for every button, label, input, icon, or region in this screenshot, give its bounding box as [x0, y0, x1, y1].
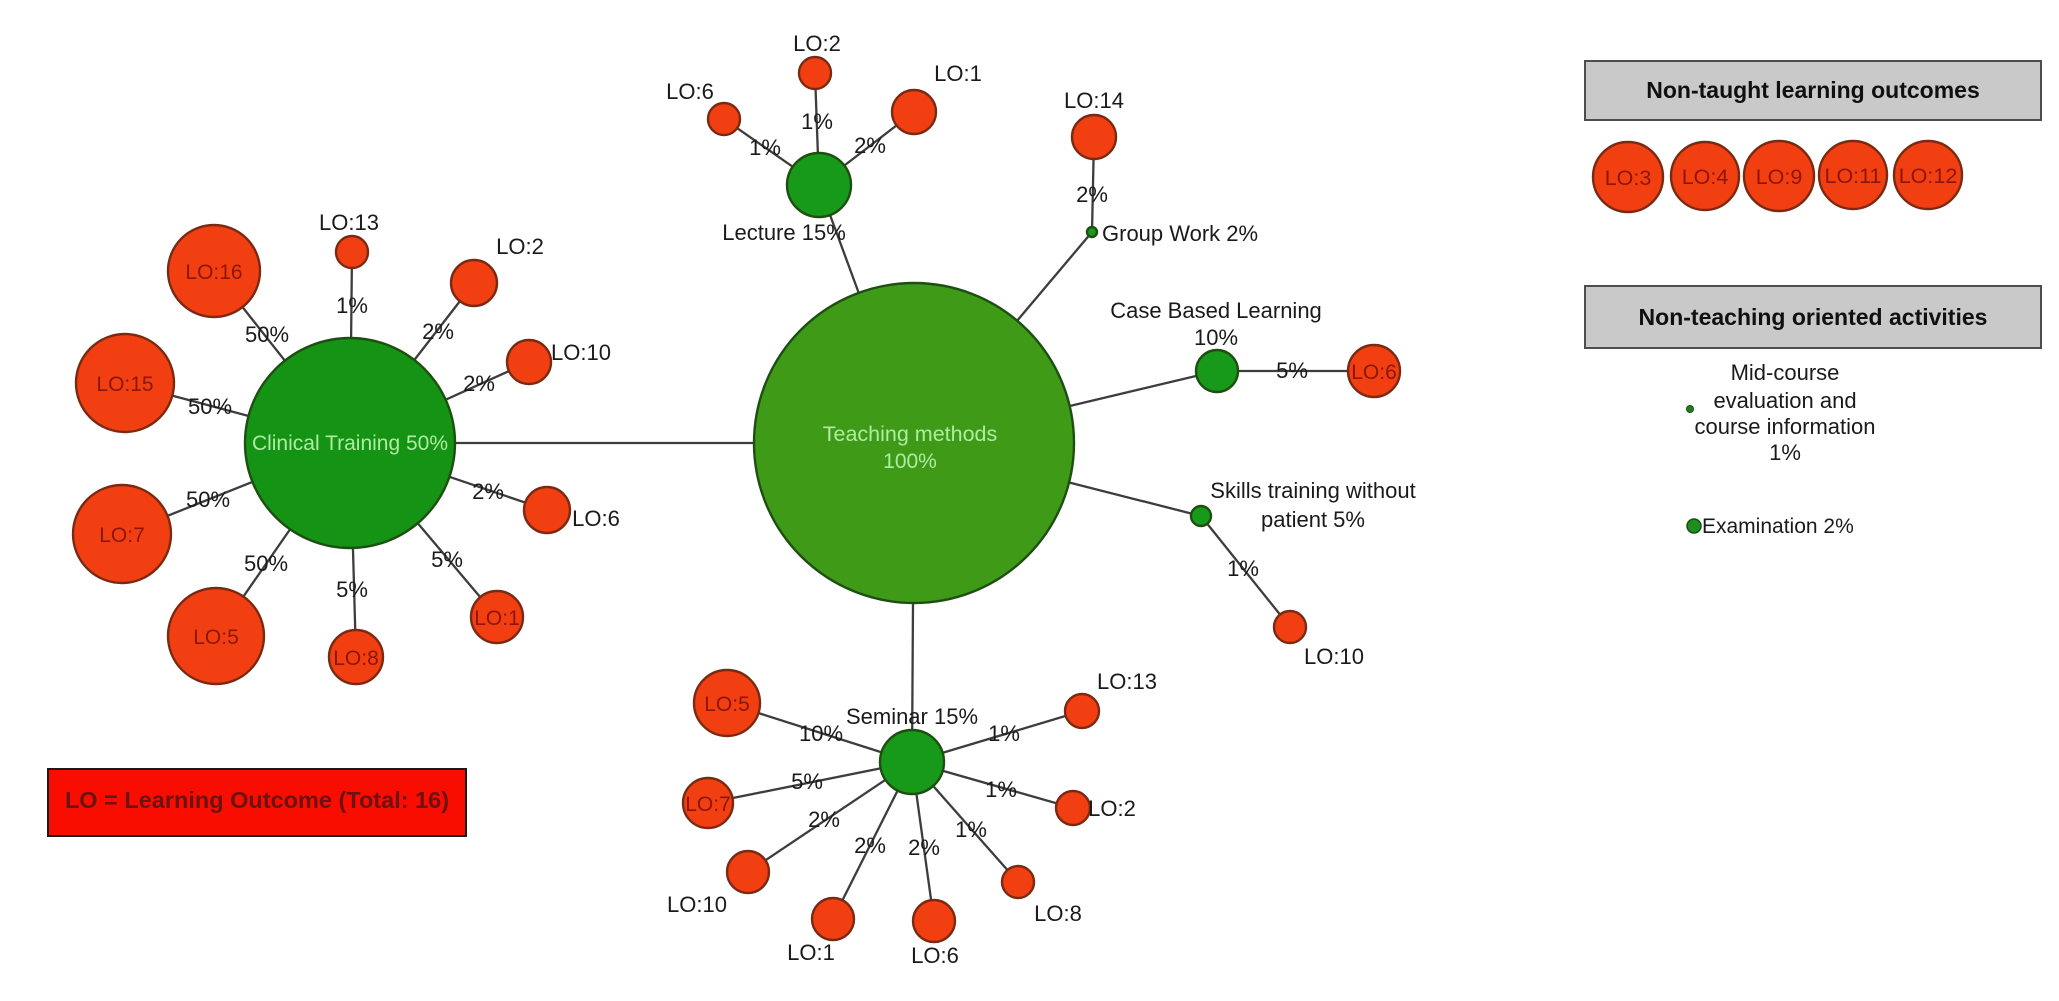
svg-text:LO:2: LO:2 — [793, 31, 841, 56]
svg-text:evaluation and: evaluation and — [1713, 388, 1856, 413]
svg-text:LO:6: LO:6 — [1351, 361, 1397, 384]
svg-text:2%: 2% — [422, 319, 454, 344]
svg-text:LO = Learning Outcome (Total:: LO = Learning Outcome (Total: 16) — [65, 787, 449, 813]
svg-text:Mid-course: Mid-course — [1731, 360, 1840, 385]
svg-text:5%: 5% — [336, 577, 368, 602]
svg-text:LO:14: LO:14 — [1064, 88, 1124, 113]
svg-text:course information: course information — [1695, 414, 1876, 439]
svg-text:Clinical Training 50%: Clinical Training 50% — [252, 432, 448, 455]
svg-text:LO:2: LO:2 — [496, 234, 544, 259]
svg-text:LO:1: LO:1 — [474, 607, 520, 630]
svg-text:1%: 1% — [985, 777, 1017, 802]
svg-text:2%: 2% — [463, 371, 495, 396]
svg-text:LO:7: LO:7 — [685, 793, 731, 816]
svg-text:Non-teaching oriented activiti: Non-teaching oriented activities — [1639, 304, 1988, 330]
svg-text:5%: 5% — [1276, 358, 1308, 383]
svg-text:1%: 1% — [336, 293, 368, 318]
svg-text:10%: 10% — [1194, 325, 1238, 350]
svg-text:LO:4: LO:4 — [1682, 165, 1729, 189]
svg-text:LO:13: LO:13 — [319, 210, 379, 235]
svg-text:LO:13: LO:13 — [1097, 669, 1157, 694]
svg-text:Case Based Learning: Case Based Learning — [1110, 298, 1322, 323]
svg-text:2%: 2% — [472, 479, 504, 504]
svg-text:50%: 50% — [244, 551, 288, 576]
svg-text:2%: 2% — [808, 807, 840, 832]
svg-text:Teaching methods: Teaching methods — [823, 422, 998, 446]
svg-text:5%: 5% — [431, 547, 463, 572]
svg-text:10%: 10% — [799, 721, 843, 746]
svg-text:LO:10: LO:10 — [1304, 644, 1364, 669]
svg-text:1%: 1% — [1769, 440, 1801, 465]
svg-text:LO:10: LO:10 — [667, 892, 727, 917]
svg-text:LO:6: LO:6 — [666, 79, 714, 104]
svg-text:LO:1: LO:1 — [787, 940, 835, 965]
svg-text:2%: 2% — [854, 133, 886, 158]
svg-text:LO:2: LO:2 — [1088, 796, 1136, 821]
svg-text:1%: 1% — [801, 109, 833, 134]
svg-text:LO:5: LO:5 — [704, 693, 750, 716]
svg-text:LO:12: LO:12 — [1899, 164, 1958, 188]
svg-text:2%: 2% — [1076, 182, 1108, 207]
svg-text:LO:15: LO:15 — [96, 373, 153, 396]
svg-text:Lecture 15%: Lecture 15% — [722, 220, 846, 245]
svg-text:LO:1: LO:1 — [934, 61, 982, 86]
svg-text:2%: 2% — [908, 835, 940, 860]
svg-text:LO:5: LO:5 — [193, 626, 239, 649]
svg-text:2%: 2% — [854, 833, 886, 858]
svg-text:1%: 1% — [1227, 556, 1259, 581]
svg-text:1%: 1% — [749, 135, 781, 160]
svg-text:1%: 1% — [988, 721, 1020, 746]
svg-text:Skills training without: Skills training without — [1210, 478, 1415, 503]
svg-text:LO:16: LO:16 — [185, 261, 242, 284]
svg-text:100%: 100% — [883, 450, 937, 473]
svg-text:LO:8: LO:8 — [333, 647, 379, 670]
svg-text:Seminar 15%: Seminar 15% — [846, 704, 978, 729]
svg-text:50%: 50% — [245, 322, 289, 347]
svg-text:patient 5%: patient 5% — [1261, 507, 1365, 532]
svg-text:Examination 2%: Examination 2% — [1702, 515, 1854, 538]
svg-text:LO:6: LO:6 — [911, 943, 959, 968]
svg-text:LO:3: LO:3 — [1605, 166, 1652, 190]
svg-text:LO:11: LO:11 — [1825, 164, 1882, 188]
svg-text:50%: 50% — [188, 394, 232, 419]
svg-text:Non-taught learning outcomes: Non-taught learning outcomes — [1646, 77, 1980, 103]
svg-text:1%: 1% — [955, 817, 987, 842]
svg-text:LO:8: LO:8 — [1034, 901, 1082, 926]
svg-text:LO:10: LO:10 — [551, 340, 611, 365]
svg-text:5%: 5% — [791, 769, 823, 794]
svg-text:LO:7: LO:7 — [99, 524, 145, 547]
svg-text:Group Work 2%: Group Work 2% — [1102, 221, 1258, 246]
svg-text:50%: 50% — [186, 487, 230, 512]
svg-text:LO:9: LO:9 — [1756, 165, 1803, 189]
svg-text:LO:6: LO:6 — [572, 506, 620, 531]
